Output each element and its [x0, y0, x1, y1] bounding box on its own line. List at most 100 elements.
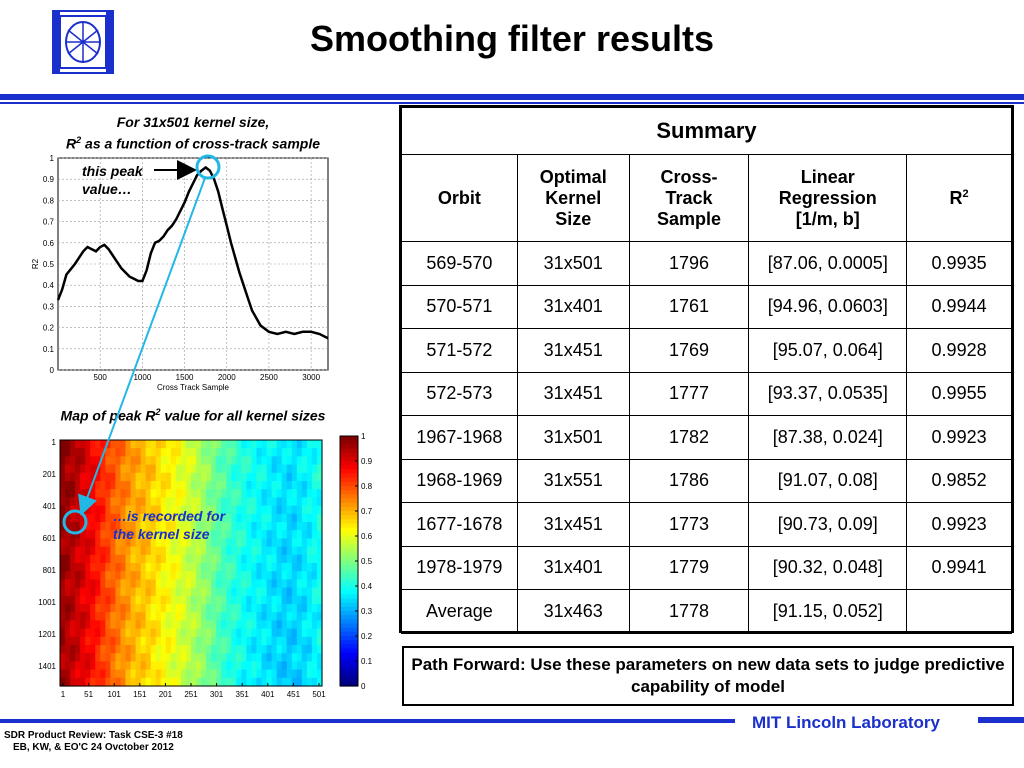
heatmap-cell: [75, 563, 81, 572]
heatmap-cell: [241, 481, 248, 490]
heatmap-cell: [251, 530, 258, 539]
colorbar: [340, 436, 358, 687]
heatmap-cell: [306, 530, 313, 539]
heatmap-cell: [75, 538, 81, 548]
heatmap-cell: [110, 620, 117, 630]
heatmap-cell: [80, 571, 86, 580]
heatmap-cell: [281, 595, 288, 605]
heatmap-cell: [246, 604, 253, 613]
heatmap-cell: [191, 571, 197, 580]
heatmap-cell: [80, 587, 86, 597]
heatmap-cell: [301, 636, 308, 646]
heatmap-cell: [276, 587, 283, 597]
heatmap-cell: [160, 677, 167, 687]
heatmap-cell: [211, 481, 217, 490]
heatmap-cell: [251, 440, 258, 449]
heatmap-cell: [191, 677, 197, 687]
heatmap-cell: [105, 530, 111, 539]
heatmap-cell: [150, 530, 157, 539]
cell-kernel: 31x463: [516, 589, 630, 634]
heatmap-cell: [60, 554, 66, 564]
heatmap-cell: [105, 612, 111, 621]
heatmap-cell: [266, 612, 273, 621]
heatmap-cell: [110, 579, 117, 589]
heatmap-cell: [311, 554, 318, 564]
heatmap-cell: [115, 612, 122, 621]
heatmap-cell: [231, 604, 237, 613]
heatmap-cell: [196, 489, 202, 498]
heatmap-cell: [301, 489, 308, 498]
heatmap-cell: [85, 620, 91, 630]
heatmap-cell: [286, 661, 293, 671]
colorbar-band: [340, 519, 358, 525]
heatmap-cell: [266, 497, 273, 507]
heatmap-cell: [296, 464, 303, 474]
heatmap-cell: [281, 669, 288, 679]
heatmap-cell: [110, 522, 117, 531]
heatmap-cell: [211, 440, 217, 449]
heatmap-cell: [251, 481, 258, 490]
heatmap-cell: [150, 628, 157, 638]
heatmap-cell: [286, 481, 293, 490]
heatmap-cell: [316, 497, 323, 507]
heatmap-cell: [175, 497, 182, 507]
heatmap-cell: [145, 538, 152, 548]
heatmap-cell: [246, 677, 253, 687]
heatmap-cell: [261, 472, 268, 482]
heatmap-cell: [175, 489, 182, 498]
heatmap-cell: [75, 604, 81, 613]
heatmap-cell: [65, 554, 71, 564]
x-tick-label: 51: [84, 690, 93, 699]
heatmap-cell: [110, 653, 117, 662]
heatmap-cell: [211, 653, 217, 662]
heatmap-cell: [266, 677, 273, 687]
heatmap-cell: [241, 669, 248, 679]
colorbar-band: [340, 606, 358, 612]
heatmap-cell: [256, 472, 263, 482]
heatmap-cell: [266, 563, 273, 572]
heatmap-cell: [130, 554, 137, 564]
heatmap-cell: [196, 604, 202, 613]
heatmap-cell: [145, 546, 152, 556]
heatmap-cell: [241, 546, 248, 556]
heatmap-cell: [125, 513, 132, 523]
heatmap-cell: [165, 464, 172, 474]
heatmap-cell: [110, 636, 117, 646]
heatmap-cell: [226, 472, 232, 482]
y-tick-label: 0.2: [43, 324, 55, 333]
heatmap-cell: [271, 505, 278, 515]
heatmap-cell: [160, 538, 167, 548]
heatmap-cell: [120, 579, 127, 589]
heatmap-cell: [175, 628, 182, 638]
heatmap-cell: [125, 661, 132, 671]
heatmap-cell: [256, 563, 263, 572]
heatmap-cell: [160, 530, 167, 539]
heatmap-cell: [155, 513, 162, 523]
heatmap-cell: [281, 587, 288, 597]
heatmap-cell: [170, 604, 177, 613]
heatmap-cell: [306, 472, 313, 482]
heatmap-cell: [271, 497, 278, 507]
r2-heatmap: 1 51 101 151 201 251 301 351 401 451 5011201401601…: [38, 432, 372, 699]
heatmap-cell: [75, 579, 81, 589]
heatmap-cell: [125, 456, 132, 466]
heatmap-cell: [246, 497, 253, 507]
heatmap-cell: [85, 554, 91, 564]
heatmap-cell: [85, 563, 91, 572]
heatmap-cell: [140, 677, 147, 687]
colorbar-band: [340, 515, 358, 520]
heatmap-cell: [291, 530, 298, 539]
heatmap-cell: [291, 653, 298, 662]
kernel-annotation-line2: the kernel size: [113, 526, 210, 542]
heatmap-cell: [70, 595, 76, 605]
heatmap-cell: [226, 448, 232, 457]
heatmap-cell: [281, 464, 288, 474]
heatmap-cell: [130, 522, 137, 531]
heatmap-cell: [105, 628, 111, 638]
heatmap-cell: [170, 464, 177, 474]
heatmap-cell: [115, 481, 122, 490]
header-kernel-l2: Kernel: [545, 187, 602, 208]
heatmap-cell: [311, 481, 318, 490]
heatmap-cell: [70, 669, 76, 679]
heatmap-cell: [130, 661, 137, 671]
